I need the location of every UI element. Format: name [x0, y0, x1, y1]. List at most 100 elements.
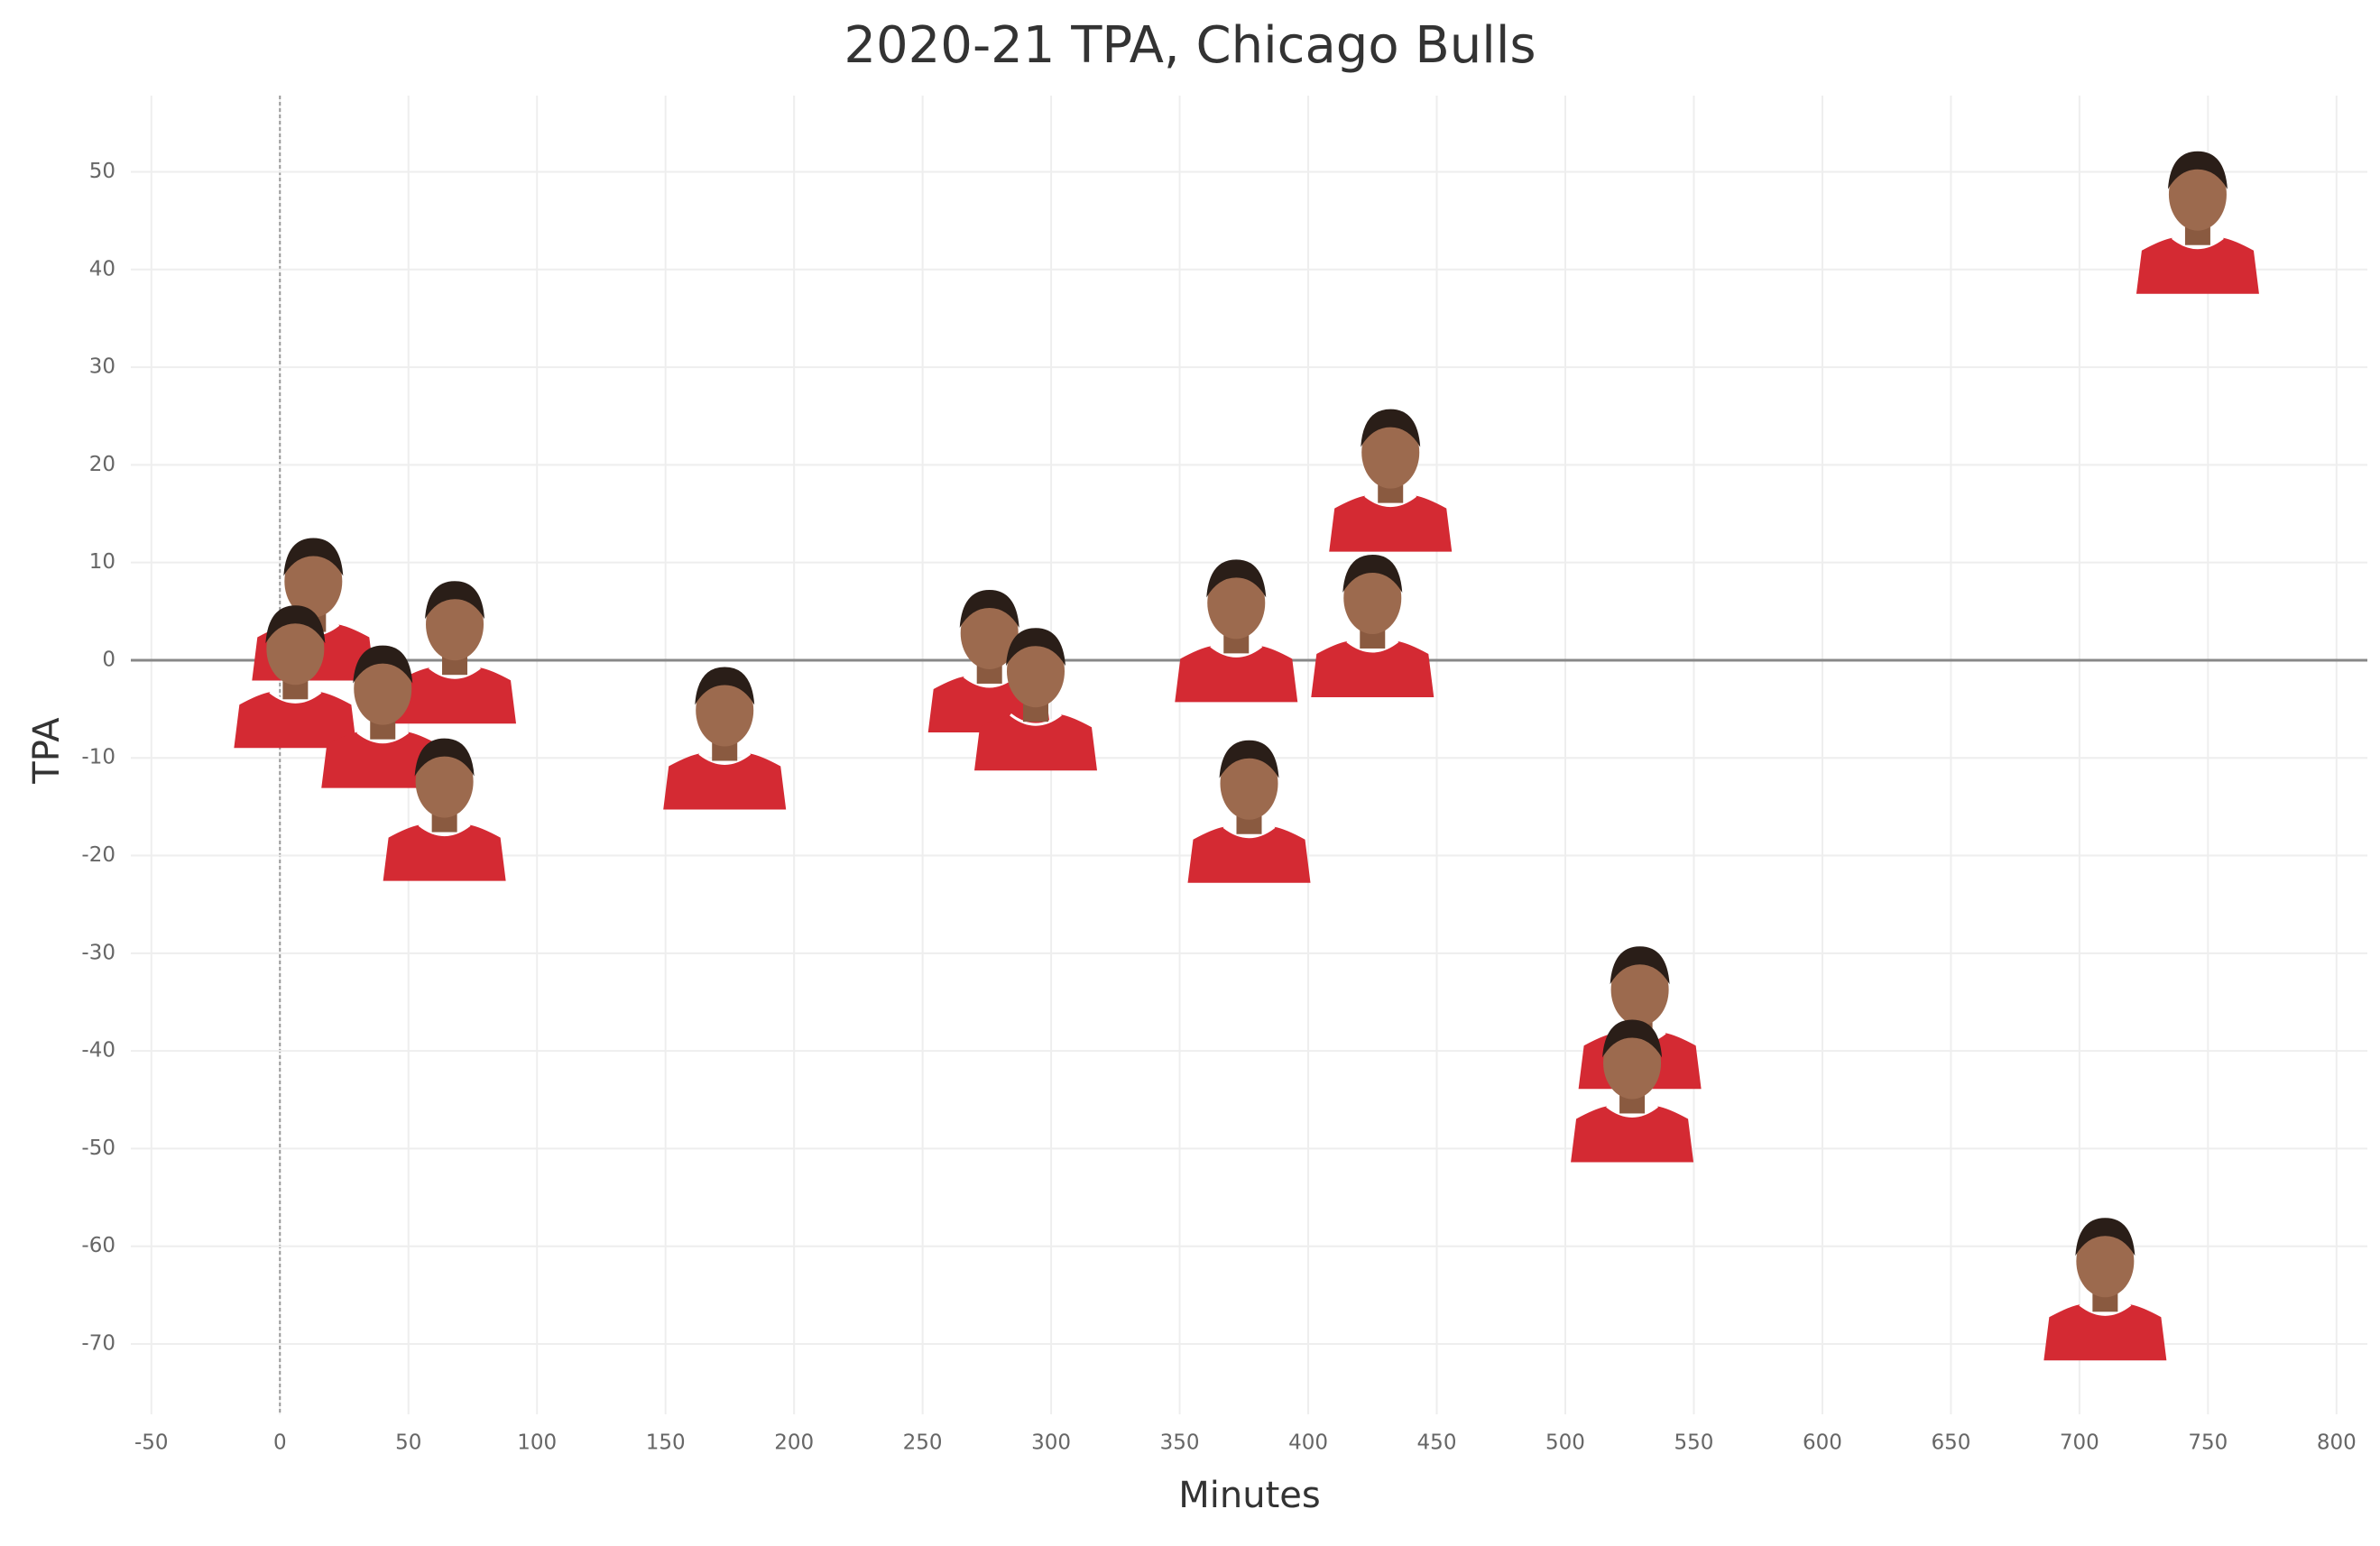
- neck: [712, 741, 738, 761]
- head: [960, 596, 1019, 669]
- neck: [2092, 1292, 2118, 1312]
- jersey-trim: [1606, 1105, 1658, 1118]
- jersey-trim: [429, 667, 481, 679]
- neck: [1223, 633, 1250, 654]
- head: [284, 545, 343, 618]
- player-marker: [663, 667, 787, 810]
- jersey-trim: [1222, 825, 1276, 839]
- jersey-trim: [1364, 494, 1417, 507]
- neck: [976, 663, 1002, 684]
- neck: [442, 655, 468, 676]
- x-tick-label: 600: [1803, 1431, 1842, 1455]
- x-tick-label: 350: [1160, 1431, 1200, 1455]
- hair: [1342, 554, 1403, 593]
- neck: [370, 719, 396, 740]
- jersey-trim: [1210, 645, 1263, 658]
- head: [2076, 1225, 2135, 1298]
- x-tick-label: 300: [1031, 1431, 1071, 1455]
- head: [1006, 635, 1065, 708]
- player-marker: [321, 645, 445, 788]
- head: [426, 588, 484, 661]
- head: [1361, 416, 1420, 489]
- player-marker: [1175, 559, 1298, 703]
- hair: [1361, 409, 1421, 447]
- y-tick-label: 20: [89, 453, 115, 476]
- y-tick-label: -10: [81, 746, 115, 769]
- jersey: [2043, 1304, 2167, 1361]
- player-marker: [2043, 1218, 2167, 1361]
- player-marker: [234, 605, 357, 749]
- head: [266, 612, 325, 686]
- y-tick-label: 10: [89, 550, 115, 574]
- jersey: [1311, 640, 1434, 697]
- neck: [1022, 702, 1048, 722]
- hair: [283, 538, 344, 576]
- player-marker: [973, 628, 1097, 771]
- head: [1610, 953, 1669, 1026]
- y-tick-label: 30: [89, 355, 115, 379]
- hair: [695, 667, 755, 705]
- hair: [1610, 946, 1670, 985]
- y-tick-label: 50: [89, 160, 115, 183]
- player-marker: [383, 738, 506, 881]
- jersey: [1175, 646, 1298, 703]
- x-tick-label: 800: [2317, 1431, 2357, 1455]
- x-tick-label: 250: [903, 1431, 943, 1455]
- head: [354, 652, 412, 725]
- jersey: [1571, 1106, 1694, 1163]
- y-axis-label: TPA: [26, 717, 68, 785]
- jersey: [1187, 826, 1311, 883]
- hair: [353, 645, 413, 684]
- x-tick-label: -50: [134, 1431, 169, 1455]
- y-tick-label: 0: [102, 648, 115, 671]
- neck: [1236, 814, 1262, 834]
- hair: [1602, 1019, 1663, 1058]
- neck: [1360, 628, 1386, 649]
- player-marker: [1329, 409, 1453, 552]
- x-tick-label: 550: [1674, 1431, 1713, 1455]
- jersey: [393, 667, 517, 724]
- jersey: [321, 732, 445, 788]
- y-tick-label: -40: [81, 1039, 115, 1063]
- x-tick-label: 750: [2188, 1431, 2228, 1455]
- hair: [1005, 628, 1065, 667]
- jersey-trim: [1346, 640, 1399, 653]
- y-tick-label: -60: [81, 1234, 115, 1257]
- y-tick-label: -20: [81, 843, 115, 867]
- jersey: [1329, 495, 1453, 552]
- neck: [431, 812, 457, 833]
- neck: [1378, 483, 1404, 503]
- chart-title: 2020-21 TPA, Chicago Bulls: [844, 16, 1536, 75]
- hair: [959, 589, 1019, 628]
- x-axis-label: Minutes: [1178, 1475, 1320, 1516]
- y-tick-label: -30: [81, 941, 115, 964]
- neck: [1619, 1093, 1646, 1114]
- x-tick-label: 0: [273, 1431, 287, 1455]
- hair: [425, 581, 485, 620]
- hair: [2167, 151, 2228, 189]
- player-marker: [1311, 554, 1434, 697]
- y-tick-label: 40: [89, 257, 115, 281]
- jersey: [234, 692, 357, 749]
- jersey: [2136, 237, 2259, 294]
- head: [415, 745, 474, 818]
- hair: [1206, 559, 1267, 598]
- jersey-trim: [269, 691, 322, 704]
- neck: [282, 679, 309, 700]
- hair: [2075, 1218, 2136, 1256]
- x-tick-label: 150: [646, 1431, 686, 1455]
- x-tick-label: 700: [2060, 1431, 2099, 1455]
- y-tick-label: -50: [81, 1136, 115, 1160]
- hair: [414, 738, 475, 777]
- head: [1220, 747, 1278, 820]
- x-tick-label: 200: [774, 1431, 814, 1455]
- jersey-trim: [2172, 236, 2224, 250]
- x-tick-label: 50: [395, 1431, 421, 1455]
- jersey-trim: [2079, 1303, 2132, 1316]
- player-marker: [1187, 740, 1311, 883]
- jersey-trim: [1010, 713, 1062, 726]
- player-marker: [393, 581, 517, 724]
- head: [696, 674, 754, 747]
- x-tick-label: 500: [1545, 1431, 1585, 1455]
